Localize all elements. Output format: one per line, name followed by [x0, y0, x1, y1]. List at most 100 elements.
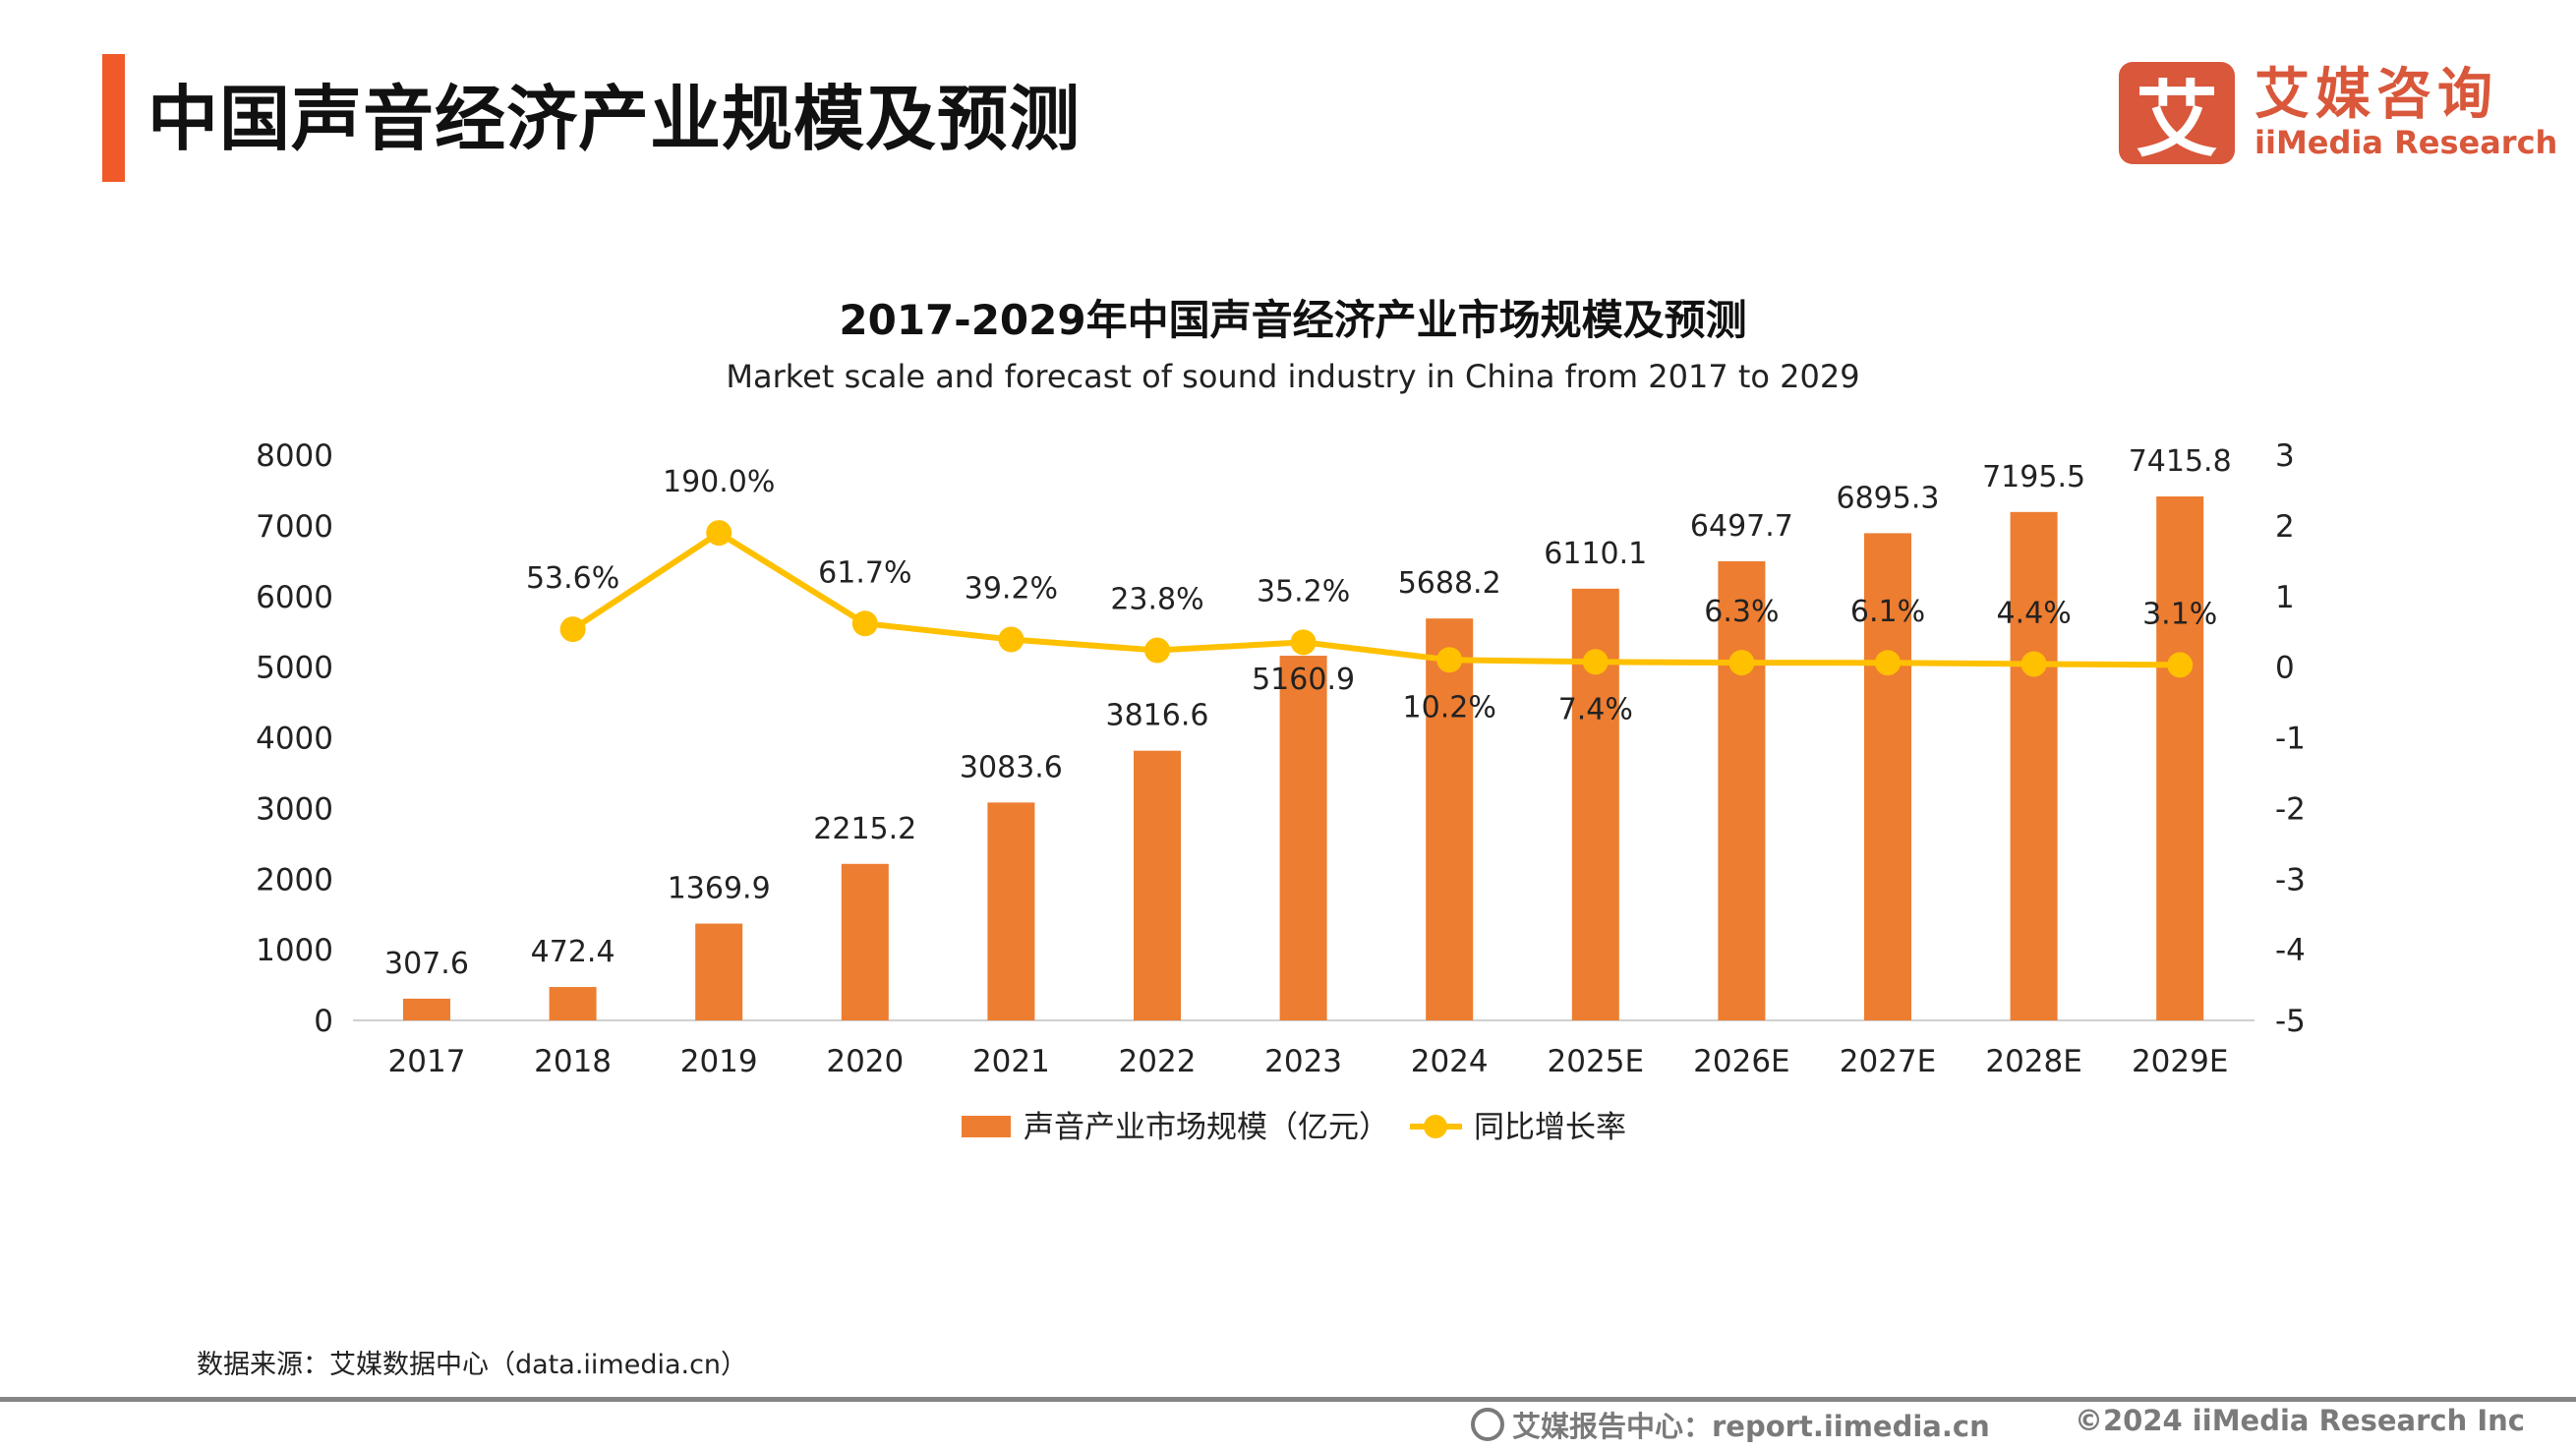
copyright: ©2024 iiMedia Research Inc [2075, 1404, 2525, 1437]
line-data-label: 39.2% [965, 571, 1058, 606]
bar-data-label: 3816.6 [1106, 699, 1209, 733]
y-right-tick-label: -1 [2275, 722, 2306, 757]
logo-mark: 艾 [2119, 62, 2235, 168]
line-data-label: 4.4% [1996, 596, 2071, 630]
bar-data-label: 5160.9 [1252, 663, 1355, 697]
line-data-label: 190.0% [663, 465, 775, 499]
y-left-tick-label: 3000 [256, 791, 333, 827]
x-tick-label: 2024 [1411, 1044, 1489, 1079]
y-right-tick-label: -2 [2275, 791, 2306, 827]
y-left-tick-label: 8000 [256, 438, 333, 474]
growth-rate-line [570, 529, 2181, 668]
logo-en-text: iiMedia Research [2254, 124, 2558, 161]
bar-data-label: 472.4 [531, 935, 615, 969]
bar-2022 [1134, 750, 1181, 1020]
data-source: 数据来源：艾媒数据中心（data.iimedia.cn） [197, 1350, 748, 1380]
bar-2019 [695, 923, 743, 1020]
chart-title: 2017-2029年中国声音经济产业市场规模及预测 [839, 296, 1747, 344]
y-left-tick-label: 7000 [256, 509, 333, 545]
legend-line-marker [1424, 1115, 1447, 1138]
line-data-label: 53.6% [526, 561, 619, 596]
bar-2023 [1279, 656, 1327, 1020]
y-left-tick-label: 5000 [256, 651, 333, 686]
bar-2026E [1718, 560, 1766, 1020]
x-tick-label: 2020 [826, 1044, 904, 1079]
growth-point-2027E [1875, 650, 1901, 676]
bar-data-label: 307.6 [384, 947, 469, 981]
bar-2020 [841, 863, 889, 1020]
bar-data-label: 5688.2 [1398, 566, 1501, 601]
footer-divider [0, 1397, 2576, 1402]
bar-2021 [987, 802, 1035, 1020]
bar-2029E [2156, 495, 2204, 1020]
line-data-label: 7.4% [1558, 692, 1633, 726]
y-left-tick-label: 6000 [256, 580, 333, 615]
bar-data-label: 1369.9 [668, 872, 771, 906]
x-tick-label: 2025E [1548, 1044, 1644, 1079]
legend-line-label: 同比增长率 [1474, 1110, 1626, 1145]
line-data-label: 35.2% [1257, 574, 1350, 609]
x-tick-label: 2026E [1693, 1044, 1789, 1079]
y-left-tick-label: 4000 [256, 722, 333, 757]
line-data-label: 23.8% [1110, 583, 1203, 617]
line-data-label: 10.2% [1403, 690, 1496, 724]
legend-bar-label: 声音产业市场规模（亿元） [1024, 1110, 1389, 1145]
growth-point-2026E [1728, 650, 1755, 676]
x-tick-label: 2017 [388, 1044, 466, 1079]
growth-point-2023 [1290, 629, 1317, 656]
bar-data-label: 7415.8 [2129, 444, 2232, 479]
line-data-label: 61.7% [818, 555, 911, 590]
growth-point-2024 [1436, 647, 1463, 673]
bar-data-label: 2215.2 [813, 812, 916, 846]
y-right-tick-label: 3 [2275, 438, 2295, 474]
bar-data-label: 6895.3 [1837, 481, 1940, 515]
growth-point-2022 [1144, 637, 1170, 664]
bar-data-label: 6110.1 [1544, 537, 1647, 571]
y-right-tick-label: 0 [2275, 651, 2295, 686]
x-tick-label: 2028E [1985, 1044, 2081, 1079]
bar-2024 [1426, 618, 1474, 1020]
x-tick-label: 2023 [1264, 1044, 1342, 1079]
chart-subtitle: Market scale and forecast of sound indus… [726, 358, 1860, 395]
x-tick-label: 2029E [2132, 1044, 2228, 1079]
y-left-tick-label: 0 [314, 1004, 333, 1039]
y-left-tick-label: 2000 [256, 862, 333, 898]
y-left-tick-label: 1000 [256, 933, 333, 968]
bar-2027E [1864, 533, 1911, 1020]
bar-2017 [403, 998, 450, 1020]
x-tick-label: 2019 [680, 1044, 758, 1079]
growth-point-2018 [559, 616, 586, 643]
bar-data-label: 6497.7 [1690, 509, 1793, 544]
globe-icon [1471, 1408, 1504, 1441]
title-accent-bar [102, 54, 125, 182]
line-data-label: 6.3% [1704, 595, 1779, 629]
x-tick-label: 2021 [972, 1044, 1050, 1079]
growth-point-2019 [706, 520, 732, 547]
growth-point-2025E [1582, 649, 1609, 675]
bar-data-label: 7195.5 [1982, 460, 2085, 494]
x-tick-label: 2018 [534, 1044, 612, 1079]
line-data-label: 6.1% [1850, 595, 1925, 629]
bar-2028E [2010, 511, 2058, 1020]
y-right-tick-label: -4 [2275, 933, 2306, 968]
report-center-text: 艾媒报告中心：report.iimedia.cn [1512, 1410, 1990, 1443]
growth-point-2029E [2167, 652, 2194, 678]
y-right-tick-label: 2 [2275, 509, 2295, 545]
x-tick-label: 2022 [1119, 1044, 1197, 1079]
y-right-tick-label: 1 [2275, 580, 2295, 615]
iimedia-logo: 艾 艾媒咨询 iiMedia Research [2119, 62, 2558, 168]
report-center[interactable]: 艾媒报告中心：report.iimedia.cn [1471, 1404, 1990, 1445]
growth-point-2028E [2020, 651, 2047, 677]
line-data-label: 3.1% [2142, 597, 2217, 631]
legend-bar-swatch [962, 1116, 1011, 1137]
logo-cn-text: 艾媒咨询 [2254, 63, 2498, 127]
growth-point-2021 [998, 626, 1025, 653]
y-right-tick-label: -5 [2275, 1004, 2306, 1039]
bar-data-label: 3083.6 [960, 750, 1063, 784]
bar-2018 [549, 987, 597, 1020]
y-right-tick-label: -3 [2275, 862, 2306, 898]
growth-point-2020 [851, 610, 878, 637]
page-title: 中国声音经济产业规模及预测 [147, 78, 1082, 160]
x-tick-label: 2027E [1840, 1044, 1936, 1079]
